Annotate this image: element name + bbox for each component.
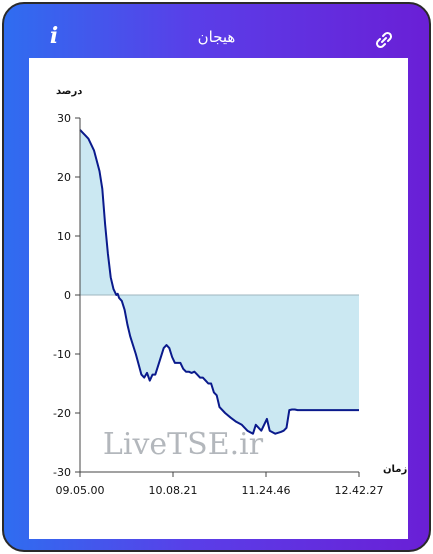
- y-axis-label: درصد: [56, 86, 83, 97]
- y-tick-label: -20: [53, 407, 71, 420]
- x-tick-label: 10.08.21: [149, 484, 198, 497]
- chart-card: درصد زمان 30 20 10 0 -10 -20 -30 09.05.00 10.08.…: [29, 58, 408, 539]
- x-tick-label: 11.24.46: [242, 484, 291, 497]
- info-icon[interactable]: i: [49, 23, 59, 49]
- x-tick-label: 09.05.00: [56, 484, 105, 497]
- y-tick-label: -10: [53, 348, 71, 361]
- watermark: LiveTSE.ir: [103, 427, 264, 462]
- series-line: [79, 129, 359, 435]
- y-tick-label: 30: [57, 112, 71, 125]
- emotion-chart: 30 20 10 0 -10 -20 -30 09.05.00 10.08.21 11.24.46…: [53, 112, 384, 497]
- y-tick-label: 10: [57, 230, 71, 243]
- link-icon[interactable]: [374, 30, 394, 50]
- x-axis-label: زمان: [383, 464, 408, 475]
- y-tick-label: 20: [57, 171, 71, 184]
- y-tick-label: -30: [53, 466, 71, 479]
- header-bar: i هیجان: [4, 4, 429, 60]
- area-fill: [80, 129, 359, 434]
- x-tick-label: 12.42.27: [335, 484, 384, 497]
- y-tick-label: 0: [64, 289, 71, 302]
- page-title: هیجان: [197, 28, 236, 46]
